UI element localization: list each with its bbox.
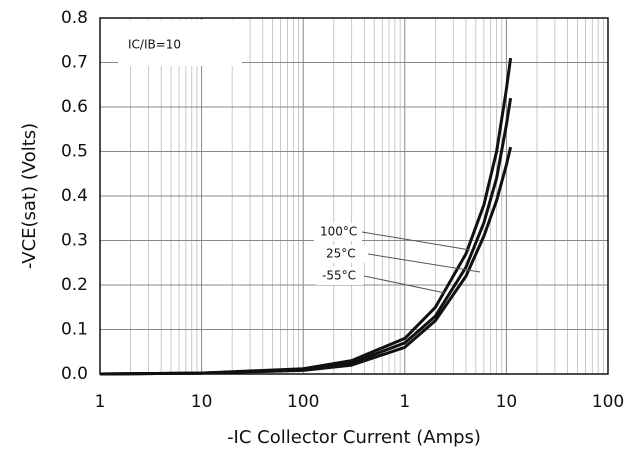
y-tick-label: 0.3 <box>61 231 88 251</box>
x-tick-label: 10 <box>496 392 518 412</box>
annotation: IC/IB=10 <box>128 38 181 52</box>
series-label: 25°C <box>326 247 356 261</box>
x-axis-label: -IC Collector Current (Amps) <box>227 427 481 448</box>
annotation-box <box>118 20 242 66</box>
label-bg <box>314 223 362 241</box>
leader-line <box>367 253 481 273</box>
y-tick-label: 0.7 <box>61 53 88 73</box>
x-tick-label: 100 <box>287 392 319 412</box>
y-axis-label: -VCE(sat) (Volts) <box>19 123 40 269</box>
y-tick-label: 0.8 <box>61 8 88 28</box>
x-tick-label: 100 <box>592 392 624 412</box>
plot-frame <box>99 17 609 375</box>
x-tick-label: 1 <box>399 392 410 412</box>
y-tick-label: 0.2 <box>61 275 88 295</box>
x-tick-label: 10 <box>191 392 213 412</box>
leader-line <box>363 275 446 294</box>
label-bg <box>320 245 368 263</box>
y-tick-label: 0.5 <box>61 142 88 162</box>
series-line <box>99 97 513 376</box>
x-tick-label: 1 <box>95 392 106 412</box>
y-tick-label: 0.0 <box>61 364 88 384</box>
series-label: 100°C <box>320 225 357 239</box>
y-tick-label: 0.1 <box>61 320 88 340</box>
leader-line <box>361 231 471 251</box>
series-line <box>99 57 513 376</box>
series-line <box>99 146 513 376</box>
label-bg <box>316 267 364 285</box>
y-tick-label: 0.6 <box>61 97 88 117</box>
series-label: -55°C <box>322 269 356 283</box>
y-tick-label: 0.4 <box>61 186 88 206</box>
